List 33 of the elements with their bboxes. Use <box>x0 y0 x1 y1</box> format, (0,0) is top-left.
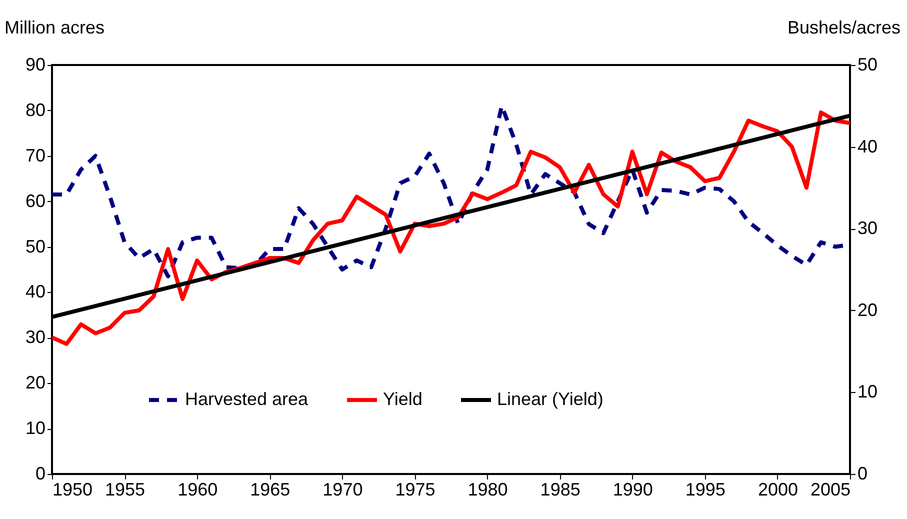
x-tick-label: 1960 <box>178 480 218 500</box>
x-tick-label: 1995 <box>685 480 726 500</box>
y-tick-label: 80 <box>25 100 46 120</box>
x-tick-label: 1955 <box>105 480 146 500</box>
y-tick-label: 10 <box>25 418 46 438</box>
y-tick-label: 40 <box>25 282 46 302</box>
x-tick-label: 1980 <box>468 480 508 500</box>
legend-label: Yield <box>383 389 422 409</box>
x-tick-label: 2005 <box>810 480 850 500</box>
y-tick-label: 20 <box>25 372 46 393</box>
y-tick-label: 60 <box>25 190 46 211</box>
y2-tick-label: 30 <box>858 218 878 238</box>
y2-tick-label: 10 <box>858 382 878 402</box>
legend-label: Linear (Yield) <box>497 389 604 409</box>
x-tick-label: 1950 <box>52 480 93 500</box>
y2-tick-label: 50 <box>858 54 878 74</box>
x-tick-label: 1970 <box>322 480 363 500</box>
x-tick-label: 1990 <box>612 480 653 500</box>
y2-tick-label: 0 <box>858 464 868 484</box>
y-tick-label: 0 <box>35 464 46 484</box>
y-tick-label: 70 <box>25 145 46 166</box>
y-tick-label: 30 <box>25 327 46 348</box>
y2-tick-label: 40 <box>858 136 878 156</box>
y-tick-label: 50 <box>25 236 46 256</box>
legend-label: Harvested area <box>185 389 310 409</box>
y2-tick-label: 20 <box>858 300 878 320</box>
y-axis-title: Million acres <box>4 18 105 38</box>
x-tick-label: 1965 <box>250 480 290 500</box>
y-tick-label: 90 <box>25 54 46 74</box>
x-tick-label: 1975 <box>395 480 436 500</box>
x-tick-label: 2000 <box>758 480 798 500</box>
y2-axis-title: Bushels/acres <box>787 18 900 38</box>
x-tick-label: 1985 <box>540 480 580 500</box>
